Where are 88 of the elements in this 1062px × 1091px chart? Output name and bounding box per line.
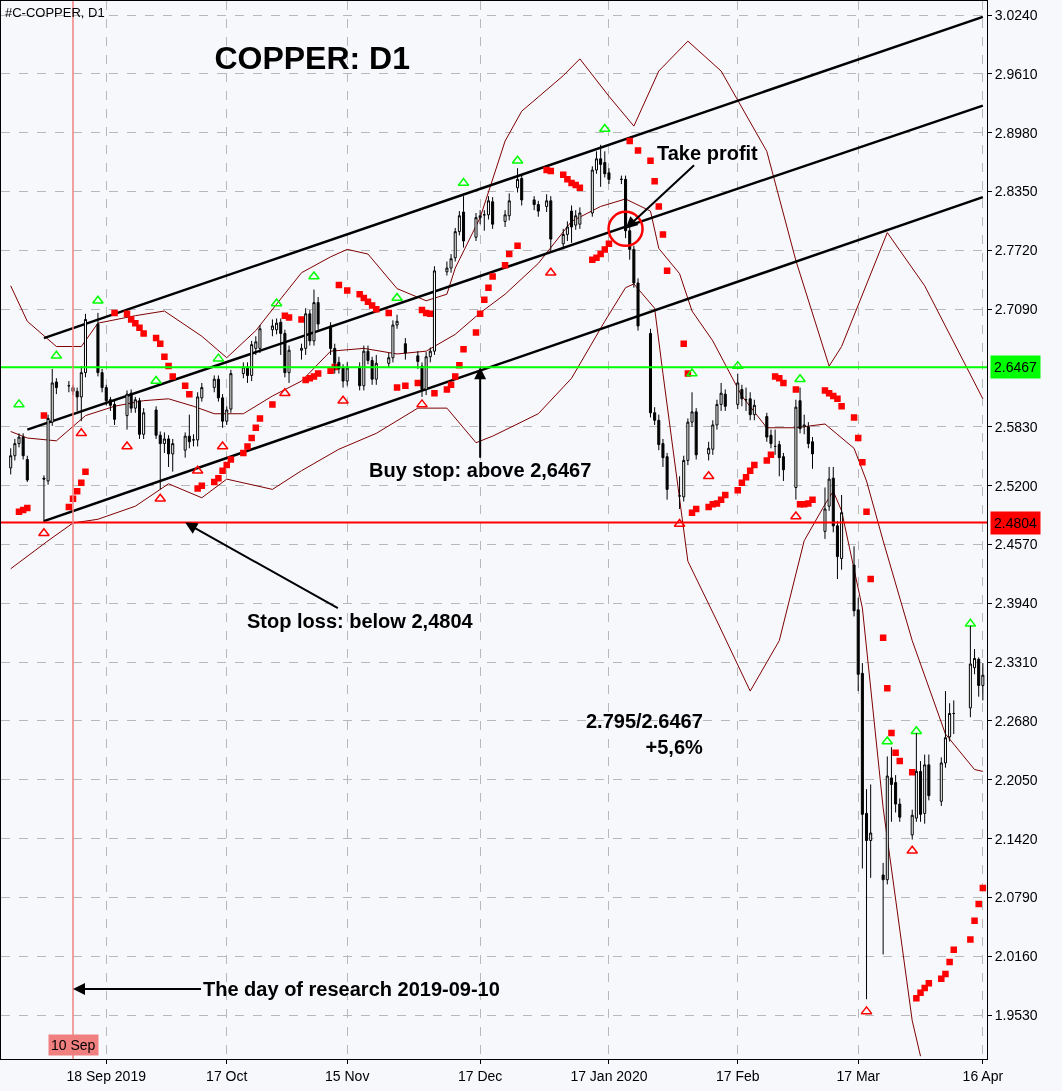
y-tick-label: 3.0240 bbox=[994, 6, 1038, 23]
candlestick bbox=[923, 754, 927, 825]
y-tick-label: 2.1420 bbox=[994, 830, 1038, 847]
x-tick-label: 17 Oct bbox=[206, 1067, 248, 1084]
candlestick bbox=[474, 212, 478, 242]
candlestick bbox=[748, 391, 752, 421]
candlestick bbox=[67, 380, 71, 393]
annotation: Stop loss: below 2,4804 bbox=[247, 610, 474, 632]
candlestick bbox=[491, 196, 495, 230]
x-tick-label: 17 Mar bbox=[836, 1067, 881, 1084]
x-tick-label: 17 Jan 2020 bbox=[570, 1067, 648, 1084]
candlestick bbox=[948, 702, 952, 743]
annotation: 2.795/2.6467 +5,6% bbox=[586, 710, 703, 758]
y-tick-label: 2.9610 bbox=[994, 65, 1038, 82]
candlestick bbox=[241, 361, 245, 379]
candlestick bbox=[599, 144, 603, 188]
point bbox=[731, 360, 744, 370]
chart-subtitle: #C-COPPER, D1 bbox=[5, 5, 105, 20]
point bbox=[457, 177, 470, 187]
y-tick-label: 2.5200 bbox=[994, 477, 1038, 494]
candlestick bbox=[374, 354, 378, 386]
candlestick bbox=[736, 373, 740, 410]
point bbox=[13, 399, 25, 408]
point bbox=[337, 395, 349, 404]
y-tick-label: 2.0790 bbox=[994, 889, 1038, 906]
y-tick-label: 1.9530 bbox=[994, 1007, 1038, 1024]
candlestick bbox=[416, 350, 420, 370]
y-tick-label: 2.3310 bbox=[994, 654, 1038, 671]
candlestick bbox=[578, 206, 582, 230]
line-series bbox=[10, 40, 984, 400]
ref-line-label: 10 Sep bbox=[51, 1037, 96, 1053]
candlestick bbox=[167, 434, 171, 468]
point bbox=[150, 375, 163, 385]
y-tick-label: 2.2050 bbox=[994, 771, 1038, 788]
candlestick bbox=[391, 319, 395, 363]
x-tick-label: 17 Feb bbox=[715, 1067, 760, 1084]
annotation: The day of research 2019-09-10 bbox=[203, 978, 500, 1000]
candlestick bbox=[270, 318, 274, 337]
candlestick bbox=[424, 351, 428, 396]
candlestick bbox=[25, 455, 29, 483]
candlestick bbox=[777, 440, 781, 477]
point bbox=[794, 373, 806, 383]
y-tick-label: 2.3940 bbox=[994, 595, 1038, 612]
y-tick-label: 2.2680 bbox=[994, 712, 1038, 729]
annotation: Buy stop: above 2,6467 bbox=[369, 459, 592, 481]
line-series bbox=[10, 198, 984, 772]
candlestick bbox=[449, 253, 453, 274]
candlestick bbox=[137, 397, 141, 440]
candlestick bbox=[304, 307, 308, 356]
candlestick bbox=[482, 209, 486, 232]
x-tick-label: 17 Dec bbox=[457, 1067, 503, 1084]
point bbox=[686, 368, 698, 377]
candlestick bbox=[570, 205, 574, 244]
candlestick bbox=[773, 429, 777, 456]
candlestick bbox=[968, 625, 972, 718]
point bbox=[278, 387, 291, 397]
y-tick-label: 2.0160 bbox=[994, 948, 1038, 965]
text: COPPER: D1 bbox=[214, 40, 411, 77]
candlestick bbox=[362, 345, 366, 391]
ref-line-label: 2.6467 bbox=[994, 359, 1038, 375]
y-tick-label: 2.4570 bbox=[994, 536, 1038, 553]
y-tick-label: 2.8980 bbox=[994, 124, 1038, 141]
candlestick bbox=[171, 438, 175, 473]
ref-line-label: 2.4804 bbox=[994, 515, 1038, 531]
line-series bbox=[10, 283, 922, 1057]
y-tick-label: 2.8350 bbox=[994, 183, 1038, 200]
x-tick-label: 16 Apr bbox=[962, 1067, 1004, 1084]
candlestick bbox=[952, 699, 956, 735]
candlestick bbox=[312, 289, 316, 347]
x-tick-label: 18 Sep 2019 bbox=[66, 1067, 147, 1084]
candlestick bbox=[250, 340, 254, 382]
x-tick-label: 15 Nov bbox=[325, 1067, 370, 1084]
candlestick bbox=[113, 400, 117, 426]
y-tick-label: 2.7720 bbox=[994, 242, 1038, 259]
annotation: Take profit bbox=[657, 142, 759, 164]
candlestick bbox=[258, 324, 262, 354]
point bbox=[910, 725, 923, 735]
candlestick bbox=[403, 337, 407, 361]
point bbox=[121, 441, 133, 450]
point bbox=[308, 271, 320, 280]
y-tick-label: 2.5830 bbox=[994, 418, 1038, 435]
point bbox=[416, 399, 428, 408]
candlestick bbox=[21, 432, 25, 460]
candlestick bbox=[536, 200, 540, 218]
y-tick-label: 2.7090 bbox=[994, 301, 1038, 318]
candlestick bbox=[345, 361, 349, 387]
candlestick bbox=[462, 195, 466, 249]
candlestick bbox=[549, 195, 553, 253]
